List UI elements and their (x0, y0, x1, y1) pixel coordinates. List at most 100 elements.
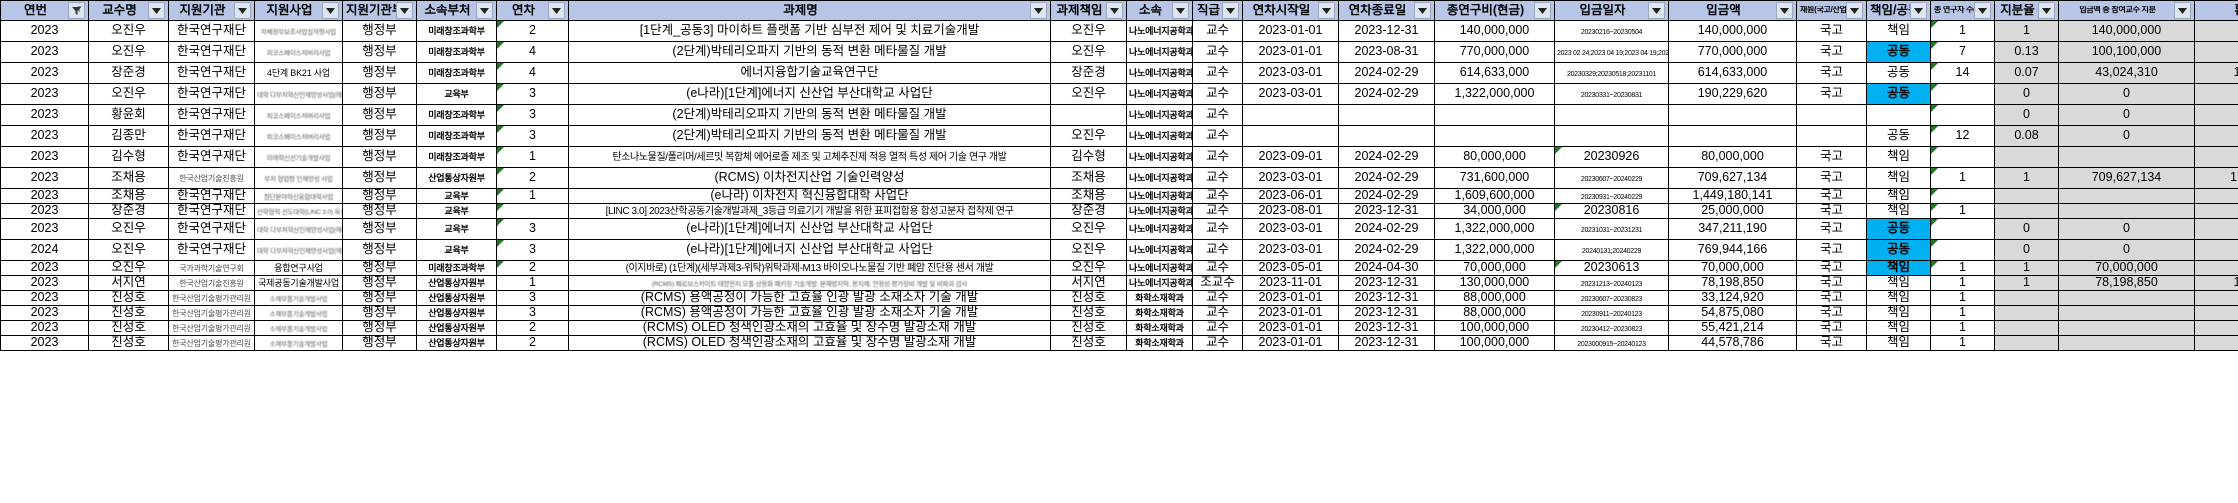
cell-pi[interactable]: 오진우 (1050, 41, 1127, 63)
cell-ministry_dept[interactable]: 행정부 (342, 104, 417, 126)
cell-professor[interactable]: 오진우 (88, 83, 169, 105)
cell-year[interactable]: 2023 (0, 188, 89, 204)
cell-role[interactable]: 책임 (1866, 275, 1931, 291)
cell-source[interactable]: 국고 (1796, 146, 1867, 168)
cell-year_no[interactable] (496, 203, 569, 219)
cell-pi[interactable]: 오진우 (1050, 218, 1127, 240)
cell-project_name[interactable]: (e나라) 이차전지 혁신융합대학 사업단 (568, 188, 1051, 204)
cell-affiliation[interactable]: 나노에너지공학과 (1126, 125, 1193, 147)
cell-professor[interactable]: 조채용 (88, 188, 169, 204)
cell-role[interactable]: 책임 (1866, 20, 1931, 42)
cell-deposit_amount[interactable]: 140,000,000 (1668, 20, 1797, 42)
cell-year[interactable]: 2023 (0, 218, 89, 240)
cell-deposit_date[interactable]: 20230412~20230823 (1554, 320, 1669, 336)
cell-program[interactable]: 산학협력 선도대학(LINC 3.0) 육성사업 (254, 203, 343, 219)
cell-source[interactable]: 국고 (1796, 203, 1867, 219)
cell-start_date[interactable]: 2023-01-01 (1242, 320, 1339, 336)
cell-year[interactable]: 2023 (0, 305, 89, 321)
cell-role[interactable]: 책임 (1866, 260, 1931, 276)
cell-start_date[interactable] (1242, 104, 1339, 126)
cell-source[interactable]: 국고 (1796, 20, 1867, 42)
cell-ministry_dept[interactable]: 행정부 (342, 167, 417, 189)
cell-ministry_dept[interactable]: 행정부 (342, 41, 417, 63)
filter-dropdown-icon[interactable] (2038, 2, 2055, 19)
cell-converted_count[interactable]: 1.75 (2194, 260, 2238, 276)
cell-converted_count[interactable] (2194, 305, 2238, 321)
cell-program[interactable]: 국제공동기술개발사업 (254, 275, 343, 291)
cell-ministry_dept[interactable]: 행정부 (342, 335, 417, 351)
cell-end_date[interactable]: 2024-04-30 (1338, 260, 1435, 276)
cell-project_name[interactable]: [1단계_공동3] 마이하트 플랫폼 기반 심부전 제어 및 치료기술개발 (568, 20, 1051, 42)
cell-source[interactable]: 국고 (1796, 41, 1867, 63)
cell-professor[interactable]: 황윤회 (88, 104, 169, 126)
cell-pi[interactable]: 오진우 (1050, 125, 1127, 147)
cell-deposit_date[interactable]: 20231031~20231231 (1554, 218, 1669, 240)
cell-dept[interactable]: 미래창조과학부 (416, 146, 497, 168)
cell-total_funding[interactable]: 1,609,600,000 (1434, 188, 1555, 204)
cell-agency[interactable]: 한국연구재단 (168, 239, 255, 261)
cell-role[interactable]: 공동 (1866, 62, 1931, 84)
cell-program[interactable]: 융합연구사업 (254, 260, 343, 276)
cell-ministry_dept[interactable]: 행정부 (342, 20, 417, 42)
cell-start_date[interactable]: 2023-01-01 (1242, 41, 1339, 63)
cell-year_no[interactable]: 2 (496, 20, 569, 42)
cell-affiliation[interactable]: 나노에너지공학과 (1126, 239, 1193, 261)
cell-rank[interactable]: 교수 (1192, 146, 1243, 168)
cell-pi[interactable]: 오진우 (1050, 260, 1127, 276)
cell-converted_count[interactable] (2194, 203, 2238, 219)
cell-role[interactable]: 책임 (1866, 188, 1931, 204)
cell-dept[interactable]: 산업통상자원부 (416, 305, 497, 321)
cell-pi[interactable]: 진성호 (1050, 320, 1127, 336)
cell-deposit_date[interactable]: 20230607~20240229 (1554, 167, 1669, 189)
cell-source[interactable]: 국고 (1796, 239, 1867, 261)
cell-agency[interactable]: 한국연구재단 (168, 125, 255, 147)
cell-researcher_count[interactable] (1930, 188, 1995, 204)
cell-pi[interactable]: 서지연 (1050, 275, 1127, 291)
cell-rank[interactable]: 교수 (1192, 203, 1243, 219)
cell-ministry_dept[interactable]: 행정부 (342, 275, 417, 291)
cell-year_no[interactable]: 1 (496, 188, 569, 204)
cell-dept[interactable]: 미래창조과학부 (416, 62, 497, 84)
cell-dept[interactable]: 미래창조과학부 (416, 41, 497, 63)
cell-program[interactable]: 피코스페이스저버리사업 (254, 41, 343, 63)
cell-year[interactable]: 2023 (0, 146, 89, 168)
cell-researcher_count[interactable]: 7 (1930, 41, 1995, 63)
cell-deposit_amount[interactable] (1668, 104, 1797, 126)
cell-project_name[interactable]: (e나라)[1단계]에너지 신산업 부산대학교 사업단 (568, 218, 1051, 240)
cell-total_funding[interactable]: 100,000,000 (1434, 335, 1555, 351)
cell-share_rate[interactable]: 1 (1994, 167, 2059, 189)
cell-rank[interactable]: 교수 (1192, 260, 1243, 276)
cell-agency[interactable]: 한국산업기술평가관리원 (168, 320, 255, 336)
cell-converted_count[interactable] (2194, 290, 2238, 306)
cell-affiliation[interactable]: 나노에너지공학과 (1126, 218, 1193, 240)
cell-professor_share[interactable]: 0 (2058, 218, 2195, 240)
cell-total_funding[interactable]: 34,000,000 (1434, 203, 1555, 219)
cell-professor_share[interactable] (2058, 290, 2195, 306)
cell-end_date[interactable]: 2023-12-31 (1338, 305, 1435, 321)
cell-rank[interactable]: 교수 (1192, 167, 1243, 189)
cell-source[interactable]: 국고 (1796, 290, 1867, 306)
cell-project_name[interactable]: (RCMS) OLED 청색인광소재의 고효율 및 장수명 발광소재 개발 (568, 335, 1051, 351)
cell-dept[interactable]: 산업통상자원부 (416, 275, 497, 291)
cell-dept[interactable]: 미래창조과학부 (416, 20, 497, 42)
cell-end_date[interactable]: 2024-02-29 (1338, 239, 1435, 261)
filter-dropdown-icon[interactable] (1414, 2, 1431, 19)
cell-pi[interactable]: 조채용 (1050, 167, 1127, 189)
cell-agency[interactable]: 한국산업기술진흥원 (168, 275, 255, 291)
cell-share_rate[interactable]: 0 (1994, 239, 2059, 261)
cell-pi[interactable]: 진성호 (1050, 290, 1127, 306)
cell-deposit_date[interactable] (1554, 125, 1669, 147)
cell-year[interactable]: 2023 (0, 20, 89, 42)
cell-professor_share[interactable]: 78,198,850 (2058, 275, 2195, 291)
cell-end_date[interactable]: 2023-12-31 (1338, 320, 1435, 336)
cell-total_funding[interactable]: 1,322,000,000 (1434, 83, 1555, 105)
cell-source[interactable]: 국고 (1796, 167, 1867, 189)
cell-deposit_amount[interactable]: 54,875,080 (1668, 305, 1797, 321)
cell-source[interactable]: 국고 (1796, 260, 1867, 276)
cell-rank[interactable]: 교수 (1192, 41, 1243, 63)
cell-total_funding[interactable]: 100,000,000 (1434, 320, 1555, 336)
cell-project_name[interactable]: (RCMS) 이차전지산업 기술인력양성 (568, 167, 1051, 189)
cell-program[interactable]: 소재부품기술개발사업 (254, 305, 343, 321)
cell-program[interactable]: 대학 다부처혁신인재양성사업(에너지) (254, 83, 343, 105)
cell-program[interactable]: 미래혁신선기술개발사업 (254, 146, 343, 168)
